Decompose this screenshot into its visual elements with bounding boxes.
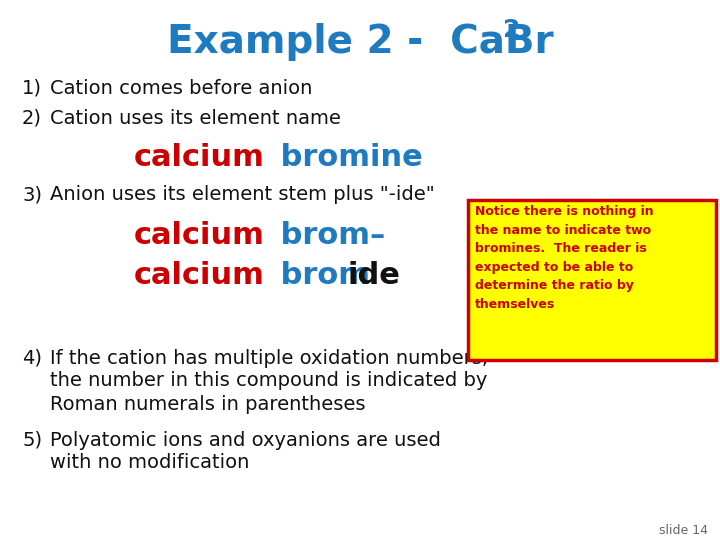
Text: slide 14: slide 14 (659, 523, 708, 537)
Text: calcium: calcium (134, 220, 265, 249)
Text: Polyatomic ions and oxyanions are used: Polyatomic ions and oxyanions are used (50, 430, 441, 449)
Text: 1): 1) (22, 78, 42, 98)
Text: 5): 5) (22, 430, 42, 449)
Text: Example 2 -  CaBr: Example 2 - CaBr (167, 23, 553, 61)
Text: Cation comes before anion: Cation comes before anion (50, 78, 312, 98)
Text: calcium: calcium (134, 260, 265, 289)
Text: brom–: brom– (270, 220, 385, 249)
Text: brom: brom (270, 260, 370, 289)
Text: the number in this compound is indicated by: the number in this compound is indicated… (50, 372, 487, 390)
Text: bromine: bromine (270, 144, 423, 172)
Text: ide: ide (348, 260, 401, 289)
Text: Notice there is nothing in
the name to indicate two
bromines.  The reader is
exp: Notice there is nothing in the name to i… (475, 205, 654, 310)
FancyBboxPatch shape (468, 200, 716, 360)
Text: Cation uses its element name: Cation uses its element name (50, 109, 341, 127)
Text: 2: 2 (503, 18, 521, 42)
Text: Roman numerals in parentheses: Roman numerals in parentheses (50, 395, 366, 414)
Text: with no modification: with no modification (50, 454, 249, 472)
Text: calcium: calcium (134, 144, 265, 172)
Text: 3): 3) (22, 186, 42, 205)
Text: 2): 2) (22, 109, 42, 127)
Text: Anion uses its element stem plus "-ide": Anion uses its element stem plus "-ide" (50, 186, 435, 205)
Text: 4): 4) (22, 348, 42, 368)
Text: If the cation has multiple oxidation numbers,: If the cation has multiple oxidation num… (50, 348, 488, 368)
